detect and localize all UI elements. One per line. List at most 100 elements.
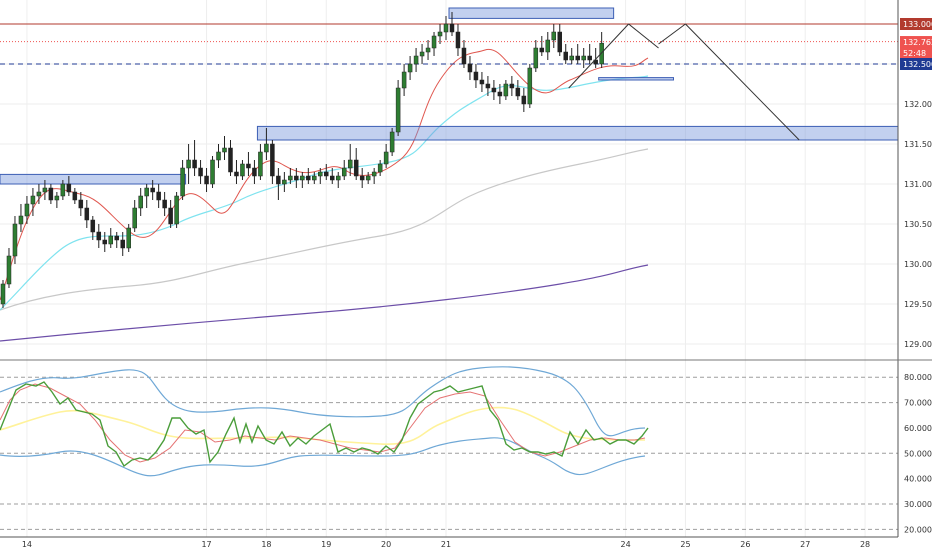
oscillator-tick-label-6: 80.0000 — [904, 373, 932, 382]
trend-line-0[interactable] — [568, 23, 629, 89]
candle-body-56 — [335, 175, 341, 181]
candle-body-68 — [407, 63, 413, 73]
candle-body-94 — [563, 51, 568, 61]
candle-body-72 — [431, 35, 437, 49]
candle-body-40 — [240, 163, 245, 177]
oscillator-axis-ticks: 20.0000 30.0000 40.0000 50.0000 60.0000 70.00… — [904, 373, 932, 534]
candle-body-48 — [288, 175, 293, 181]
oscillator-upper-band — [0, 366, 646, 437]
oscillator-tick-label-2: 40.0000 — [904, 475, 932, 484]
candle-body-11 — [66, 183, 72, 193]
price-moving-averages — [0, 48, 649, 342]
candle-body-21 — [126, 227, 131, 249]
candle-body-17 — [102, 239, 108, 245]
oscillator-main-line — [0, 381, 649, 468]
candle-body-42 — [252, 167, 257, 177]
oscillator-tick-label-3: 50.0000 — [904, 449, 932, 458]
candle-body-13 — [78, 199, 84, 209]
oscillator-tick-label-4: 60.0000 — [904, 424, 932, 433]
candle-body-57 — [341, 167, 347, 177]
candle-body-5 — [30, 195, 36, 205]
candle-body-28 — [168, 207, 173, 225]
candle-body-7 — [42, 187, 48, 193]
trend-line-3[interactable] — [685, 23, 800, 141]
candle-body-50 — [300, 175, 305, 181]
candle-body-12 — [72, 191, 78, 201]
time-tick-label-0: 14 — [22, 540, 32, 549]
candle-body-34 — [204, 175, 209, 185]
zone-1[interactable] — [256, 125, 899, 141]
price-tag-2: 52:48 — [900, 47, 932, 60]
candle-body-80 — [479, 79, 485, 85]
ma-gray — [0, 148, 649, 311]
candle-body-0 — [0, 283, 6, 305]
candle-body-91 — [545, 39, 551, 53]
candle-body-16 — [96, 231, 102, 241]
candle-body-62 — [371, 171, 377, 177]
candle-body-47 — [282, 179, 287, 185]
price-tick-label-1: 129.500 — [904, 300, 932, 309]
candle-body-24 — [144, 187, 149, 197]
candle-body-71 — [425, 47, 431, 53]
candle-body-25 — [150, 187, 155, 193]
oscillator-fast-line — [0, 383, 646, 463]
price-grid — [0, 0, 898, 537]
trend-line-1[interactable] — [628, 23, 659, 49]
candle-body-93 — [557, 31, 563, 53]
price-tick-label-5: 131.500 — [904, 140, 932, 149]
time-tick-label-7: 25 — [680, 540, 690, 549]
price-tag-0: 133.000 — [900, 18, 932, 30]
candle-body-54 — [324, 171, 329, 177]
price-tag-3: 132.500 — [900, 58, 932, 70]
candle-body-4 — [24, 203, 30, 217]
candle-body-84 — [503, 83, 509, 97]
candle-body-1 — [6, 255, 12, 285]
price-tag-label-1: 132.762 — [903, 38, 932, 47]
candle-body-92 — [551, 31, 557, 41]
candle-body-51 — [306, 175, 311, 181]
candle-body-78 — [467, 63, 473, 73]
zone-2[interactable] — [448, 7, 615, 19]
candle-body-60 — [359, 175, 365, 181]
candle-body-75 — [449, 23, 455, 33]
candle-body-15 — [90, 219, 96, 233]
time-tick-label-5: 21 — [441, 540, 451, 549]
candle-body-74 — [443, 23, 449, 33]
candle-body-8 — [48, 187, 54, 201]
time-tick-label-6: 24 — [621, 540, 631, 549]
oscillator-series — [0, 366, 649, 477]
candle-body-77 — [461, 47, 467, 65]
ma-cyan — [0, 75, 649, 311]
candle-body-2 — [12, 223, 18, 257]
candle-body-95 — [569, 55, 574, 61]
candle-body-30 — [180, 167, 185, 197]
candle-body-97 — [581, 55, 586, 61]
zone-0[interactable] — [0, 173, 187, 185]
price-tick-label-0: 129.000 — [904, 340, 932, 349]
horizontal-levels — [0, 23, 898, 65]
candle-body-61 — [365, 175, 371, 181]
candle-body-10 — [60, 183, 66, 197]
candle-body-85 — [509, 83, 515, 89]
time-axis-ticks[interactable]: 14 17 18 19 20 21 24 25 26 27 28 — [22, 540, 870, 549]
candlestick-series — [0, 12, 604, 308]
trend-line-2[interactable] — [658, 23, 686, 45]
candle-body-63 — [377, 163, 383, 173]
zone-3[interactable] — [598, 77, 675, 81]
price-tag-bg-2 — [900, 47, 932, 60]
candle-body-22 — [132, 207, 137, 229]
candle-body-37 — [222, 147, 227, 153]
candle-body-89 — [533, 47, 539, 69]
oscillator-signal-line — [0, 406, 646, 445]
time-tick-label-2: 18 — [261, 540, 271, 549]
candle-body-86 — [515, 87, 521, 97]
candle-body-45 — [270, 143, 275, 177]
candle-body-3 — [18, 215, 24, 225]
candle-body-69 — [413, 55, 419, 65]
candle-body-98 — [587, 55, 592, 61]
candle-body-70 — [419, 51, 425, 57]
price-tag-label-2: 52:48 — [903, 49, 926, 58]
candle-body-27 — [162, 199, 167, 209]
